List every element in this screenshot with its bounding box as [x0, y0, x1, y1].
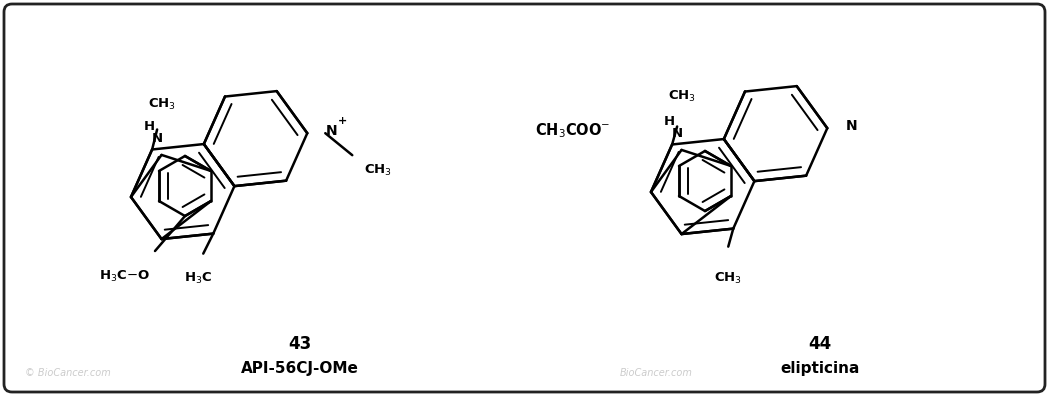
Text: CH$_3$: CH$_3$	[714, 270, 743, 286]
Text: 44: 44	[809, 335, 832, 353]
Text: H$_3$C$-$O: H$_3$C$-$O	[99, 269, 150, 284]
Text: BioCancer.com: BioCancer.com	[620, 368, 693, 378]
Text: CH$_3$: CH$_3$	[148, 97, 176, 112]
Text: N: N	[845, 119, 857, 133]
Text: H: H	[144, 120, 155, 133]
Text: CH$_3$: CH$_3$	[364, 163, 392, 178]
Text: +: +	[338, 116, 347, 126]
FancyBboxPatch shape	[4, 4, 1045, 392]
Text: H$_3$C: H$_3$C	[185, 270, 212, 286]
Text: © BioCancer.com: © BioCancer.com	[25, 368, 111, 378]
Text: API-56CJ-OMe: API-56CJ-OMe	[241, 360, 359, 375]
Text: N: N	[672, 127, 683, 140]
Text: H: H	[664, 115, 676, 128]
Text: N: N	[152, 132, 163, 145]
Text: elipticina: elipticina	[780, 360, 860, 375]
Text: CH$_3$: CH$_3$	[668, 89, 697, 105]
Text: 43: 43	[288, 335, 312, 353]
Text: CH$_3$COO$^{-}$: CH$_3$COO$^{-}$	[535, 122, 611, 140]
Text: N: N	[325, 124, 337, 138]
